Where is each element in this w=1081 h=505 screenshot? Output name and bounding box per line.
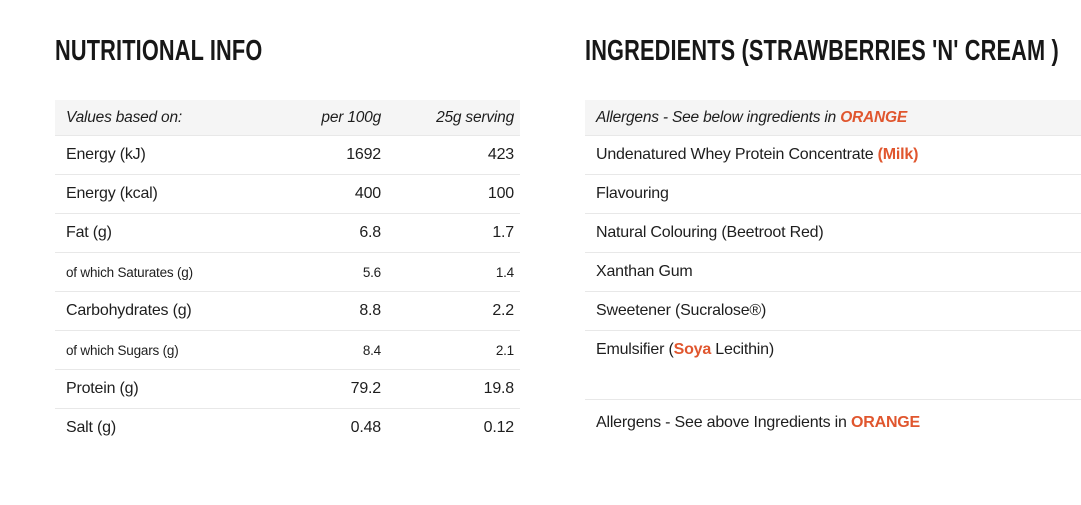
allergen-note-bottom: Allergens - See above Ingredients in ORA… bbox=[585, 400, 1081, 446]
value-per-serving: 1.4 bbox=[495, 264, 514, 280]
spacer-row bbox=[585, 369, 1081, 400]
ingredient-text: Xanthan Gum bbox=[585, 263, 1081, 281]
allergen-note-bottom-highlight: ORANGE bbox=[850, 414, 921, 431]
value-per-serving: 2.1 bbox=[495, 342, 514, 358]
value-per-100g: 0.48 bbox=[350, 419, 382, 436]
ingredient-row: Emulsifier (Soya Lecithin) bbox=[585, 331, 1081, 369]
allergen-note-bottom-prefix: Allergens - See above Ingredients in bbox=[596, 414, 851, 431]
nutrition-table-header: Values based on: per 100g 25g serving bbox=[55, 100, 520, 136]
nutrition-row: Protein (g) 79.2 19.8 bbox=[55, 370, 520, 409]
nutrient-label: Fat (g) bbox=[66, 224, 112, 241]
value-per-serving: 0.12 bbox=[483, 419, 515, 436]
value-per-100g: 5.6 bbox=[362, 264, 381, 280]
ingredient-name: Xanthan Gum bbox=[596, 263, 693, 280]
allergen-note-top: Allergens - See below ingredients in ORA… bbox=[585, 100, 1081, 136]
ingredient-name: Undenatured Whey Protein Concentrate bbox=[596, 146, 878, 163]
ingredient-name: Lecithin) bbox=[711, 341, 774, 358]
value-per-serving: 2.2 bbox=[492, 302, 514, 319]
ingredient-text: Natural Colouring (Beetroot Red) bbox=[585, 224, 1081, 242]
ingredient-name: Sweetener (Sucralose®) bbox=[596, 302, 767, 319]
nutrition-title: NUTRITIONAL INFO bbox=[55, 35, 263, 67]
ingredient-row: Flavouring bbox=[585, 175, 1081, 214]
nutrient-label: Energy (kJ) bbox=[66, 146, 146, 163]
ingredient-text: Flavouring bbox=[585, 185, 1081, 203]
ingredient-name: Flavouring bbox=[596, 185, 669, 202]
value-per-100g: 8.4 bbox=[362, 342, 381, 358]
allergen-note-bottom-text: Allergens - See above Ingredients in ORA… bbox=[585, 414, 1081, 432]
value-per-100g: 400 bbox=[354, 185, 381, 202]
nutrition-section: NUTRITIONAL INFO Values based on: per 10… bbox=[55, 36, 520, 447]
value-per-100g: 6.8 bbox=[359, 224, 381, 241]
nutrition-row: Carbohydrates (g) 8.8 2.2 bbox=[55, 292, 520, 331]
ingredient-name: Emulsifier ( bbox=[596, 341, 674, 358]
nutrition-row: Energy (kcal) 400 100 bbox=[55, 175, 520, 214]
nutrition-row: of which Saturates (g) 5.6 1.4 bbox=[55, 253, 520, 292]
allergen-note-top-highlight: ORANGE bbox=[840, 108, 908, 126]
value-per-serving: 19.8 bbox=[483, 380, 515, 397]
ingredient-row: Undenatured Whey Protein Concentrate (Mi… bbox=[585, 136, 1081, 175]
header-per-100g: per 100g bbox=[321, 108, 381, 126]
value-per-100g: 8.8 bbox=[359, 302, 381, 319]
ingredient-text: Emulsifier (Soya Lecithin) bbox=[585, 341, 1081, 359]
ingredient-name: Natural Colouring (Beetroot Red) bbox=[596, 224, 824, 241]
ingredients-list: Allergens - See below ingredients in ORA… bbox=[585, 100, 1081, 446]
value-per-serving: 423 bbox=[487, 146, 514, 163]
ingredient-rows: Undenatured Whey Protein Concentrate (Mi… bbox=[585, 136, 1081, 369]
ingredients-section: INGREDIENTS (STRAWBERRIES 'N' CREAM ) Al… bbox=[585, 36, 1081, 446]
value-per-serving: 1.7 bbox=[492, 224, 514, 241]
allergen-note-top-text: Allergens - See below ingredients in ORA… bbox=[585, 109, 1081, 127]
allergen-highlight: (Milk) bbox=[877, 146, 919, 163]
nutrition-row: Fat (g) 6.8 1.7 bbox=[55, 214, 520, 253]
nutrition-table: Values based on: per 100g 25g serving En… bbox=[55, 100, 520, 447]
nutrient-label: Energy (kcal) bbox=[66, 185, 158, 202]
nutrition-row: Salt (g) 0.48 0.12 bbox=[55, 409, 520, 447]
ingredient-row: Natural Colouring (Beetroot Red) bbox=[585, 214, 1081, 253]
allergen-highlight: Soya bbox=[673, 341, 712, 358]
allergen-note-top-prefix: Allergens - See below ingredients in bbox=[596, 108, 841, 126]
value-per-100g: 79.2 bbox=[350, 380, 382, 397]
ingredient-text: Sweetener (Sucralose®) bbox=[585, 302, 1081, 320]
nutrient-label: of which Sugars (g) bbox=[66, 342, 179, 358]
value-per-100g: 1692 bbox=[346, 146, 381, 163]
header-per-serving: 25g serving bbox=[436, 108, 514, 126]
nutrient-label: Salt (g) bbox=[66, 419, 116, 436]
nutrient-label: of which Saturates (g) bbox=[66, 264, 193, 280]
ingredients-title: INGREDIENTS (STRAWBERRIES 'N' CREAM ) bbox=[585, 35, 1059, 67]
header-values-based-on: Values based on: bbox=[66, 108, 183, 126]
nutrient-label: Carbohydrates (g) bbox=[66, 302, 192, 319]
nutrient-label: Protein (g) bbox=[66, 380, 139, 397]
nutrition-row: Energy (kJ) 1692 423 bbox=[55, 136, 520, 175]
ingredient-row: Xanthan Gum bbox=[585, 253, 1081, 292]
value-per-serving: 100 bbox=[487, 185, 514, 202]
nutrition-row: of which Sugars (g) 8.4 2.1 bbox=[55, 331, 520, 370]
ingredient-row: Sweetener (Sucralose®) bbox=[585, 292, 1081, 331]
ingredient-text: Undenatured Whey Protein Concentrate (Mi… bbox=[585, 146, 1081, 164]
nutrition-rows: Energy (kJ) 1692 423 Energy (kcal) 400 100 Fat… bbox=[55, 136, 520, 447]
